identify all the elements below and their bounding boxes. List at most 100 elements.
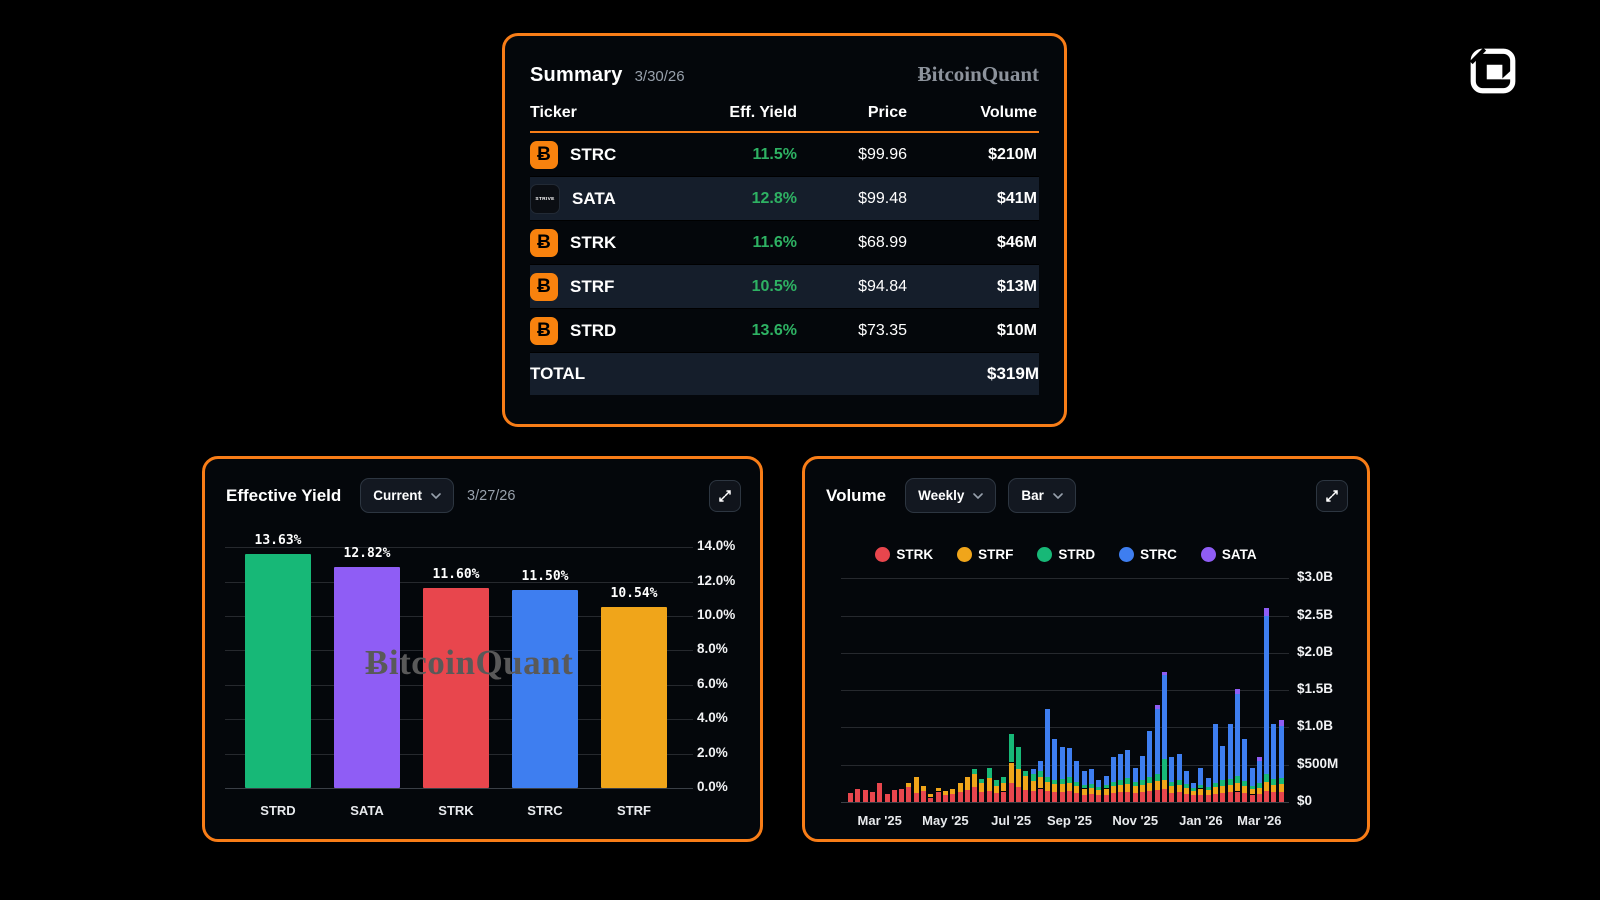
volume-bar-segment-strk	[972, 787, 978, 802]
volume-bar-segment-strk	[1110, 793, 1116, 802]
volume-panel-title: Volume	[826, 485, 887, 505]
volume-bar-segment-strf	[979, 783, 985, 793]
volume-bar-segment-strd	[1256, 783, 1262, 788]
volume-bar-segment-strd	[1154, 774, 1160, 782]
yield-bar-strf	[601, 606, 667, 788]
volume-bar-segment-strc	[1147, 731, 1153, 777]
volume-bar-segment-strk	[950, 793, 956, 802]
summary-title: Summary	[530, 64, 623, 86]
legend-item-strc[interactable]: STRC	[1119, 547, 1177, 562]
volume-bar-segment-strd	[1081, 784, 1087, 789]
volume-bar-segment-strd	[1096, 787, 1102, 791]
volume-bar-segment-strk	[986, 790, 992, 802]
volume-bar-segment-strk	[884, 793, 890, 802]
volume-bar-segment-strk	[979, 792, 985, 802]
volume-bar-segment-sata	[1234, 689, 1240, 694]
volume-bar-segment-strf	[1169, 786, 1175, 793]
volume-bar-segment-strk	[1074, 793, 1080, 802]
volume-panel: Volume Weekly Bar STRK STRF STRD STRC SATA $…	[802, 456, 1370, 842]
volume-bar-segment-strd	[1030, 773, 1036, 782]
volume-bar-segment-strk	[1140, 792, 1145, 802]
volume-bar-segment-sata	[1154, 705, 1160, 709]
volume-bar-segment-strc	[1052, 738, 1058, 780]
volume-bar-segment-strk	[855, 788, 861, 802]
yield-period-dropdown[interactable]: Current	[360, 478, 455, 513]
legend-item-strk[interactable]: STRK	[875, 547, 933, 562]
bitcoin-icon: Ƀ	[530, 140, 558, 169]
volume-bar-segment-strd	[1103, 784, 1109, 789]
volume-bar-segment-strk	[964, 790, 970, 802]
volume-bar-segment-strf	[1271, 784, 1277, 793]
volume-bar-segment-strk	[921, 790, 926, 802]
volume-bar-segment-strd	[972, 769, 978, 774]
volume-bar-segment-strk	[1147, 790, 1153, 802]
volume-bar-segment-strk	[1023, 790, 1029, 802]
eff-yield-value: 11.5%	[752, 145, 797, 163]
volume-bar-segment-strd	[979, 778, 985, 784]
volume-bar-segment-strf	[1183, 787, 1189, 794]
volume-bar-segment-strf	[1015, 769, 1021, 788]
x-axis-label: May '25	[922, 813, 969, 828]
volume-bar-segment-strf	[1161, 779, 1167, 790]
volume-bar-segment-strd	[1059, 778, 1065, 785]
volume-bar-segment-strk	[1154, 790, 1160, 802]
volume-bar-segment-strf	[1256, 787, 1262, 794]
y-axis-tick: $0	[1297, 793, 1313, 808]
volume-bar-segment-strd	[1023, 770, 1029, 776]
volume-bar-segment-strk	[1125, 791, 1131, 802]
ticker-name: STRK	[570, 232, 617, 252]
summary-table-body: Ƀ STRC 11.5% $99.96 $210M STRIVE SATA 12.8% $99.…	[530, 133, 1039, 353]
volume-bar-segment-strc	[1125, 749, 1131, 779]
eff-yield-value: 11.6%	[752, 233, 797, 251]
y-axis-tick: $1.0B	[1297, 718, 1334, 734]
price-value: $94.84	[858, 277, 907, 295]
summary-table-header: Ticker Eff. Yield Price Volume	[530, 104, 1039, 133]
volume-bar-segment-strd	[986, 768, 992, 779]
strive-icon: STRIVE	[530, 183, 560, 214]
gridline	[841, 764, 1289, 766]
volume-bar-segment-strk	[1030, 790, 1036, 802]
bar-value-label: 13.63%	[254, 532, 302, 548]
volume-bar-segment-strk	[1234, 791, 1240, 802]
volume-bar-segment-strk	[1256, 793, 1262, 802]
y-axis-tick: $1.5B	[1297, 681, 1334, 697]
volume-bar-segment-strc	[1191, 783, 1197, 788]
volume-bar-segment-strk	[928, 797, 934, 802]
yield-expand-button[interactable]	[709, 479, 741, 512]
legend-label: STRK	[896, 547, 934, 562]
volume-bar-segment-strk	[994, 793, 999, 802]
volume-bar-segment-strf	[957, 782, 963, 792]
volume-bar-segment-strc	[1169, 757, 1175, 782]
volume-bar-segment-strk	[1067, 790, 1072, 802]
y-axis-tick: 8.0%	[697, 641, 728, 657]
gridline	[225, 547, 693, 549]
volume-expand-button[interactable]	[1316, 479, 1348, 512]
legend-item-strf[interactable]: STRF	[957, 547, 1013, 562]
volume-period-dropdown[interactable]: Weekly	[905, 478, 997, 513]
volume-bar-segment-strc	[1198, 768, 1204, 785]
bar-value-label: 12.82%	[343, 546, 391, 562]
volume-charttype-dropdown[interactable]: Bar	[1008, 478, 1076, 513]
legend-label: SATA	[1221, 547, 1257, 562]
bar-value-label: 11.50%	[521, 569, 569, 585]
legend-item-sata[interactable]: SATA	[1200, 547, 1257, 562]
volume-bar-segment-strk	[1096, 795, 1102, 802]
volume-bar-segment-strk	[1169, 793, 1175, 802]
legend-item-strd[interactable]: STRD	[1037, 547, 1095, 562]
volume-bar-segment-strf	[1154, 781, 1160, 791]
y-axis-tick: 4.0%	[697, 710, 728, 726]
legend-label: STRF	[978, 547, 1014, 562]
volume-bar-segment-strk	[1278, 791, 1284, 802]
summary-panel: Summary 3/30/26 ɃitcoinQuant Ticker Eff.…	[502, 33, 1067, 427]
volume-bar-segment-sata	[1256, 756, 1262, 761]
ticker-cell: Ƀ STRF	[530, 272, 674, 301]
ticker-name: SATA	[572, 188, 616, 208]
volume-bar-segment-strf	[1037, 776, 1043, 789]
volume-bar-segment-strc	[1249, 768, 1255, 786]
volume-bar-segment-strd	[1140, 779, 1145, 785]
volume-bar-segment-strd	[1227, 778, 1233, 785]
volume-bar-segment-strk	[1242, 793, 1248, 802]
volume-bar-segment-strk	[1227, 792, 1233, 802]
volume-bar-segment-strf	[1234, 783, 1240, 792]
y-axis-tick: $2.5B	[1297, 606, 1334, 622]
